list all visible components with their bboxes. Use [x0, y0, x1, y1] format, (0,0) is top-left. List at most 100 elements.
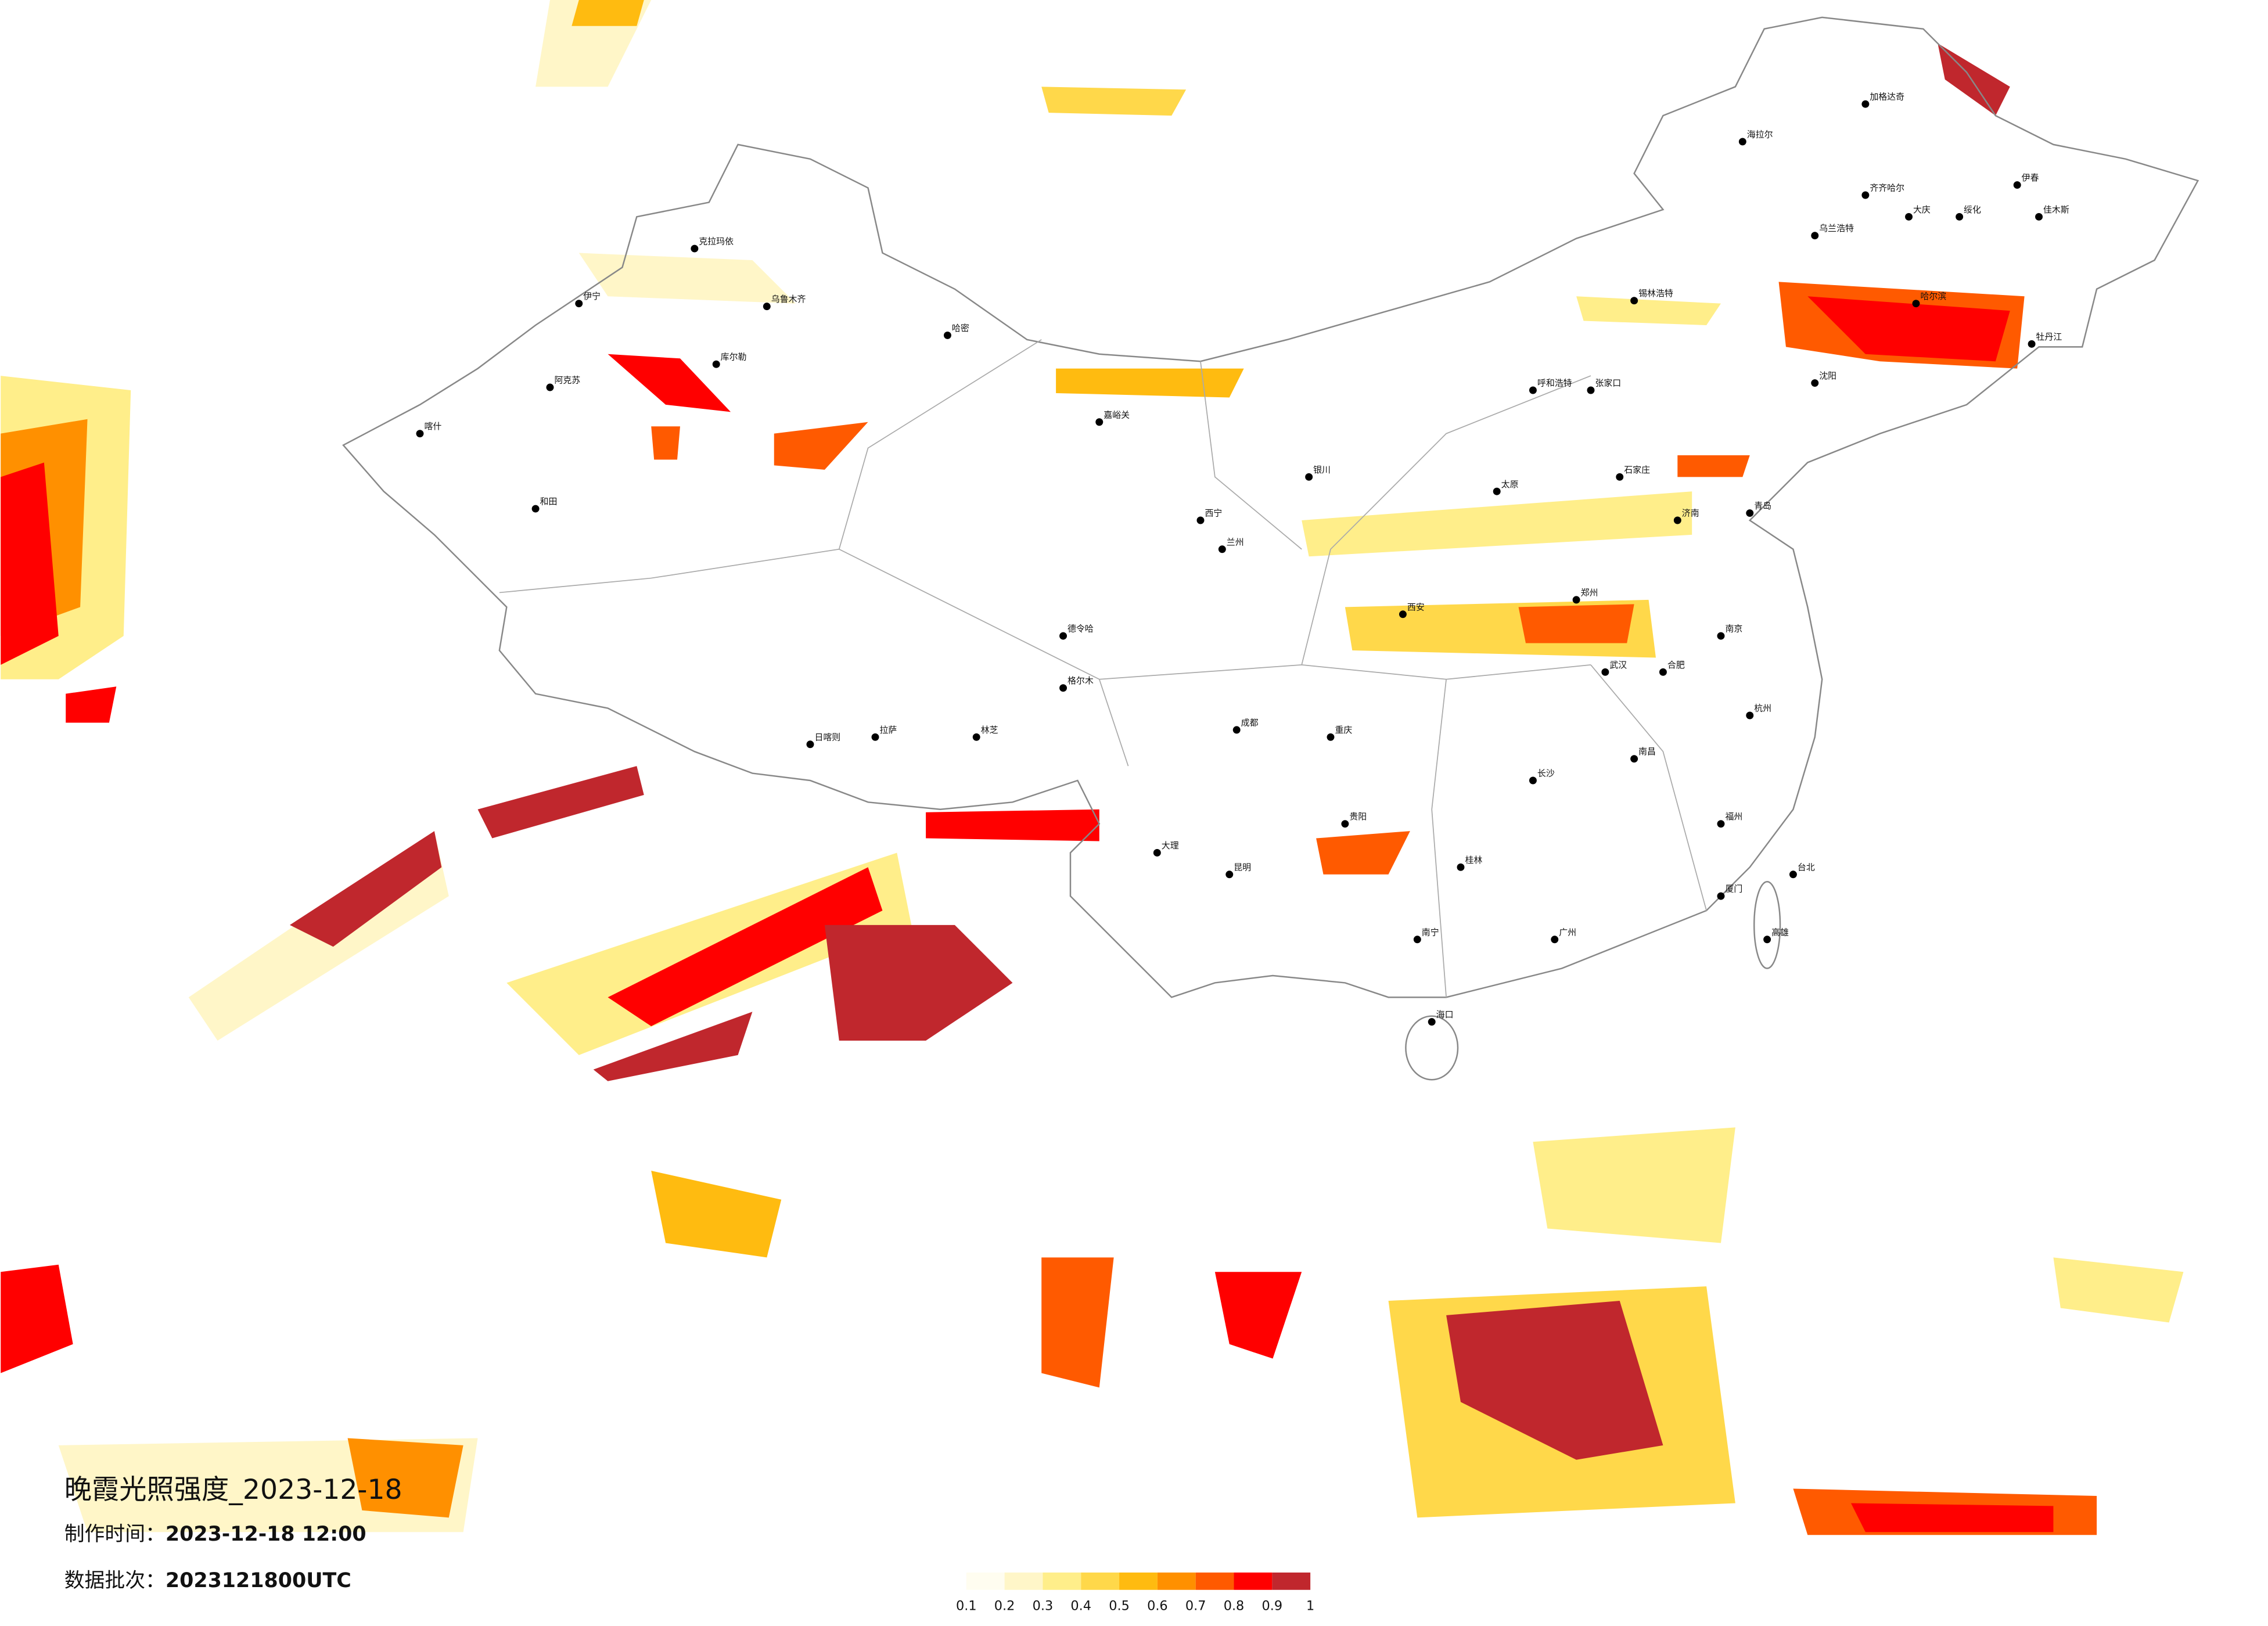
heat-patch — [1316, 831, 1410, 875]
city-dot — [1572, 596, 1580, 604]
city-dot — [1746, 509, 1754, 517]
city-label: 拉萨 — [879, 725, 897, 735]
city-label: 格尔木 — [1067, 675, 1094, 686]
city-label: 青岛 — [1754, 501, 1771, 511]
city-dot — [1457, 863, 1465, 871]
heat-patch — [1041, 87, 1187, 116]
city-label: 张家口 — [1595, 378, 1621, 388]
city-label: 贵阳 — [1349, 811, 1367, 822]
city-label: 杭州 — [1754, 703, 1771, 714]
legend-swatch — [1004, 1572, 1043, 1590]
city-dot — [531, 505, 540, 513]
legend-swatch — [1157, 1572, 1196, 1590]
city-label: 阿克苏 — [554, 375, 580, 386]
legend-swatch — [1081, 1572, 1120, 1590]
city-label: 克拉玛依 — [699, 236, 734, 247]
city-dot — [416, 430, 424, 438]
heat-patch — [347, 1438, 463, 1518]
city-label: 大理 — [1162, 840, 1179, 851]
city-dot — [1630, 297, 1638, 305]
legend-tick-label: 0.2 — [994, 1599, 1015, 1614]
city-label: 桂林 — [1465, 855, 1482, 865]
city-label: 西宁 — [1205, 508, 1222, 519]
city-dot — [1551, 936, 1559, 944]
city-label: 郑州 — [1581, 587, 1598, 598]
city-label: 加格达奇 — [1870, 92, 1904, 102]
heat-patch — [572, 0, 644, 26]
city-dot — [691, 244, 699, 253]
city-label: 库尔勒 — [721, 352, 747, 362]
city-dot — [806, 740, 814, 749]
city-dot — [1861, 191, 1870, 199]
city-dot — [1232, 726, 1241, 734]
legend-tick-label: 0.9 — [1262, 1599, 1283, 1614]
city-dot — [1529, 386, 1537, 394]
city-label: 成都 — [1241, 717, 1259, 728]
legend-swatch — [1119, 1572, 1158, 1590]
heat-patch — [477, 766, 644, 839]
legend-swatch — [1195, 1572, 1234, 1590]
city-label: 海口 — [1436, 1009, 1454, 1020]
city-label: 高雄 — [1771, 927, 1789, 937]
province-border — [499, 339, 1707, 998]
city-dot — [1861, 100, 1870, 108]
city-label: 乌鲁木齐 — [771, 294, 806, 304]
city-label: 伊春 — [2022, 172, 2039, 183]
island-outline — [1753, 880, 1781, 969]
island-outline — [1405, 1015, 1459, 1081]
legend-tick-label: 0.4 — [1070, 1599, 1091, 1614]
legend-tick-label: 0.3 — [1033, 1599, 1054, 1614]
city-label: 哈密 — [952, 323, 969, 333]
city-dot — [1225, 870, 1234, 879]
city-label: 日喀则 — [814, 732, 840, 742]
heat-patch — [926, 809, 1099, 841]
city-label: 银川 — [1313, 465, 1331, 475]
heat-patch — [608, 867, 883, 1027]
heat-patch — [2053, 1257, 2184, 1323]
city-label: 牡丹江 — [2036, 332, 2062, 342]
city-dot — [1956, 213, 1964, 221]
city-dot — [1659, 668, 1667, 676]
city-label: 南宁 — [1422, 927, 1439, 937]
city-dot — [871, 733, 879, 741]
legend-swatch — [1043, 1572, 1081, 1590]
heat-patch — [608, 354, 731, 412]
city-label: 沈阳 — [1819, 370, 1836, 381]
city-label: 嘉峪关 — [1104, 409, 1130, 420]
heat-patch — [1446, 1301, 1663, 1460]
city-dot — [1789, 870, 1797, 879]
heat-patch — [1041, 1257, 1114, 1388]
city-label: 兰州 — [1227, 537, 1244, 547]
heat-patch — [1533, 1127, 1735, 1243]
city-dot — [1746, 711, 1754, 720]
city-dot — [712, 360, 720, 368]
batch-value: 2023121800UTC — [166, 1569, 351, 1592]
batch: 数据批次：2023121800UTC — [64, 1569, 351, 1592]
city-dot — [1905, 213, 1913, 221]
city-dot — [1341, 820, 1349, 828]
city-label: 和田 — [540, 497, 558, 507]
city-label: 南昌 — [1638, 746, 1656, 757]
city-label: 昆明 — [1234, 862, 1251, 872]
city-dot — [546, 383, 554, 391]
city-dot — [1673, 516, 1681, 524]
heat-patch — [774, 422, 868, 470]
heat-patch — [593, 1012, 753, 1081]
city-dot — [763, 303, 771, 311]
city-label: 呼和浩特 — [1537, 378, 1572, 388]
city-dot — [1811, 379, 1819, 387]
city-dot — [1218, 545, 1226, 553]
heat-patch — [66, 686, 117, 723]
city-label: 西安 — [1407, 602, 1425, 612]
country-outline — [342, 16, 2199, 998]
legend-tick-label: 0.6 — [1147, 1599, 1168, 1614]
legend-tick-label: 0.1 — [956, 1599, 977, 1614]
heat-patch — [1056, 368, 1244, 398]
city-dot — [1717, 892, 1725, 900]
heat-layer — [1, 0, 2184, 1535]
city-dot — [2013, 181, 2021, 189]
city-dot — [1601, 668, 1609, 676]
legend-tick-label: 0.7 — [1185, 1599, 1206, 1614]
